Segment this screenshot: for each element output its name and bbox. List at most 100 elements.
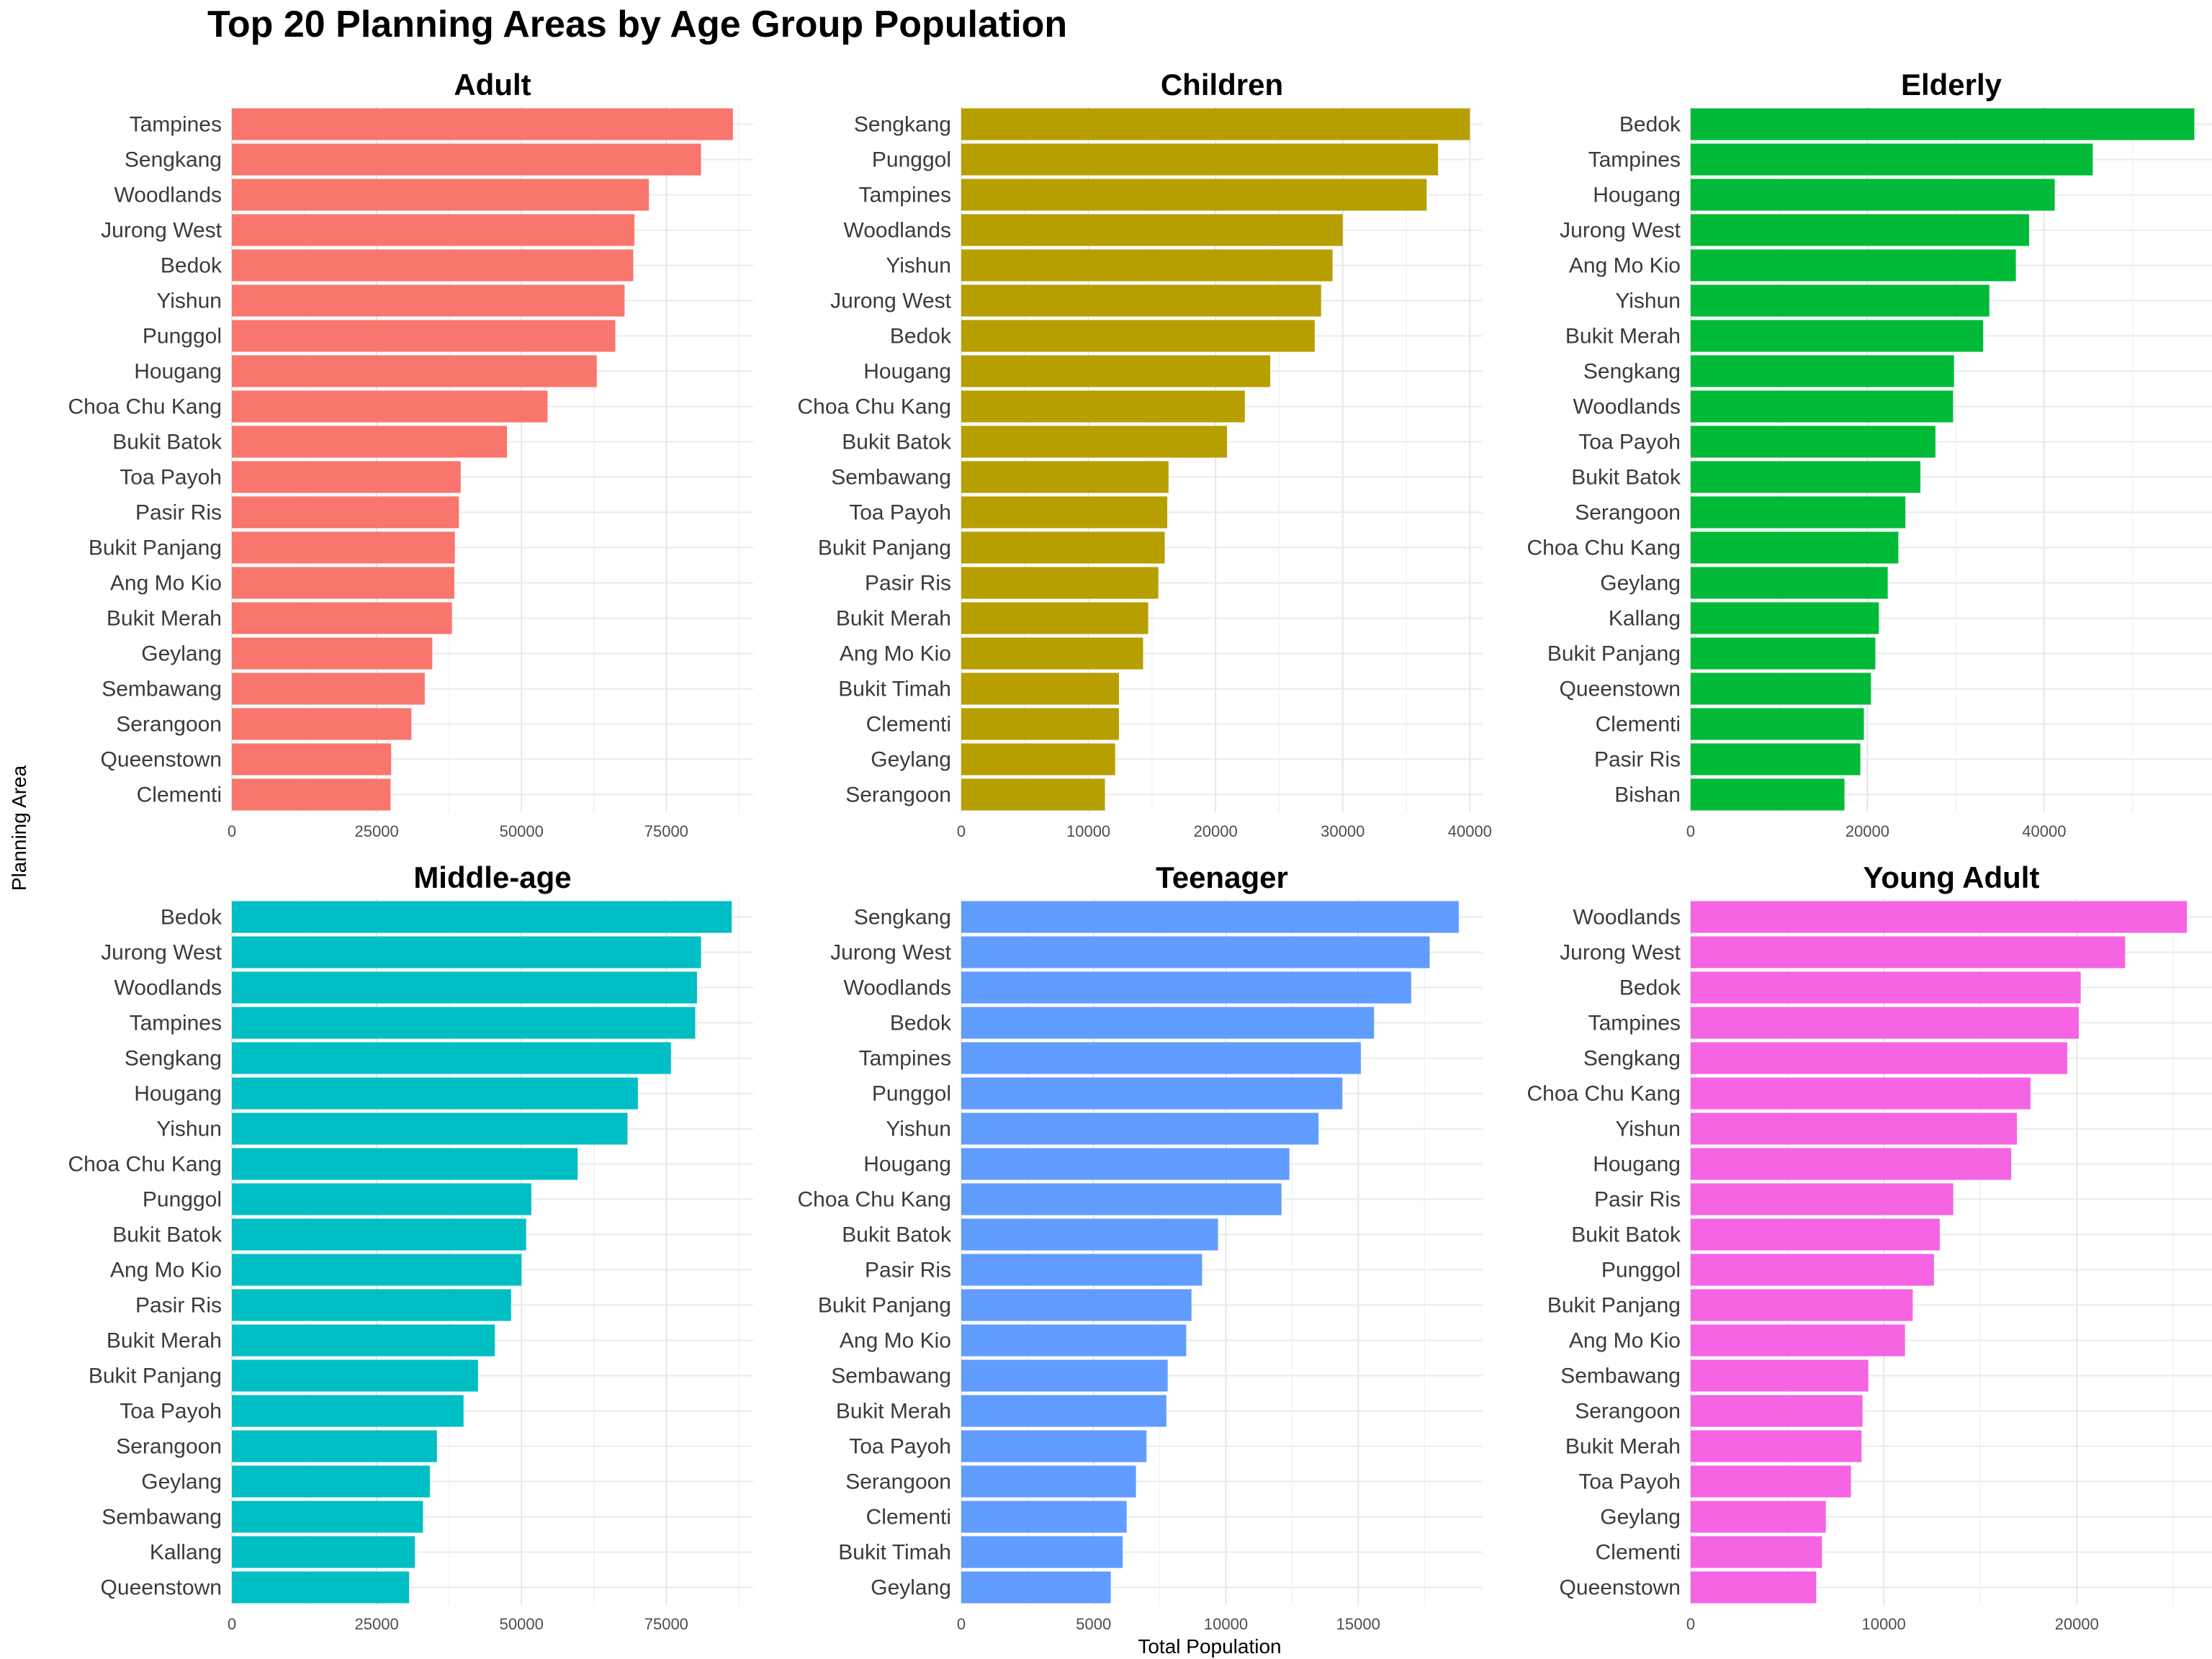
bar-serangoon <box>232 1430 437 1462</box>
category-label: Serangoon <box>116 713 222 737</box>
bar-yishun <box>1691 284 1990 317</box>
bar-sengkang <box>961 108 1470 140</box>
category-label: Woodlands <box>1573 395 1681 419</box>
category-label: Yishun <box>156 289 222 313</box>
bar-bukit-batok <box>1691 461 1921 493</box>
panel-middle-age: Middle-age Bedok Jurong West Woodlands Tampi… <box>68 860 753 1633</box>
category-label: Bukit Batok <box>1571 1223 1681 1247</box>
panel-title: Young Adult <box>1863 860 2040 894</box>
category-label: Bukit Batok <box>1571 466 1681 490</box>
bar-sembawang <box>961 461 1169 493</box>
bar-bukit-merah <box>961 602 1148 634</box>
x-tick-label: 40000 <box>2022 822 2066 840</box>
bar-bukit-batok <box>961 1218 1218 1251</box>
bar-bukit-timah <box>961 1536 1123 1568</box>
x-tick-label: 30000 <box>1321 822 1364 840</box>
bar-ang-mo-kio <box>232 567 454 599</box>
category-label: Clementi <box>866 1506 951 1529</box>
bar-tampines <box>1691 143 2093 176</box>
bar-hougang <box>232 355 597 387</box>
bar-sengkang <box>1691 355 1954 387</box>
bar-tampines <box>1691 1007 2079 1039</box>
x-tick-label: 20000 <box>1845 822 1889 840</box>
category-label: Clementi <box>137 783 222 807</box>
category-label: Ang Mo Kio <box>840 1329 951 1353</box>
x-tick-label: 10000 <box>1204 1615 1248 1633</box>
bar-bukit-panjang <box>961 1289 1192 1321</box>
bar-yishun <box>1691 1112 2018 1145</box>
bar-woodlands <box>1691 390 1954 423</box>
bar-kallang <box>232 1536 415 1568</box>
bar-pasir-ris <box>1691 1183 1954 1215</box>
x-tick-label: 15000 <box>1336 1615 1380 1633</box>
bar-ang-mo-kio <box>232 1254 522 1286</box>
category-label: Sengkang <box>854 906 951 930</box>
category-label: Hougang <box>134 360 222 384</box>
bar-bukit-merah <box>232 602 452 634</box>
category-label: Sembawang <box>831 466 951 490</box>
category-label: Clementi <box>1596 1541 1681 1565</box>
x-tick-label: 0 <box>957 1615 966 1633</box>
bar-jurong-west <box>232 214 635 246</box>
category-label: Woodlands <box>114 184 222 207</box>
panel-teenager: Teenager Sengkang Jurong West Woodlands Bedo… <box>798 860 1483 1633</box>
category-label: Sengkang <box>854 113 951 137</box>
category-label: Sengkang <box>1583 360 1681 384</box>
bar-clementi <box>232 778 391 811</box>
category-label: Choa Chu Kang <box>798 395 952 419</box>
category-label: Jurong West <box>1560 219 1681 243</box>
category-label: Pasir Ris <box>135 501 222 525</box>
category-label: Bukit Panjang <box>818 536 951 560</box>
bar-choa-chu-kang <box>961 1183 1282 1215</box>
bar-tampines <box>961 1042 1361 1074</box>
bar-bedok <box>232 901 732 933</box>
bar-punggol <box>1691 1254 1934 1286</box>
bar-geylang <box>232 1465 431 1498</box>
panel-title: Elderly <box>1901 68 2002 102</box>
bar-sengkang <box>961 901 1459 933</box>
category-label: Queenstown <box>101 748 222 772</box>
bar-punggol <box>961 1077 1343 1110</box>
bar-bedok <box>961 320 1315 352</box>
bar-toa-payoh <box>961 1430 1147 1462</box>
bar-serangoon <box>1691 496 1906 529</box>
bar-woodlands <box>961 214 1343 246</box>
bar-sembawang <box>961 1359 1168 1392</box>
bar-jurong-west <box>232 936 701 968</box>
category-label: Bukit Timah <box>838 1541 951 1565</box>
bar-punggol <box>232 1183 531 1215</box>
category-label: Bukit Merah <box>1565 1435 1681 1459</box>
category-label: Bukit Batok <box>112 1223 222 1247</box>
category-label: Punggol <box>143 1188 222 1212</box>
bar-ang-mo-kio <box>1691 249 2016 282</box>
bar-bedok <box>961 1007 1375 1039</box>
category-label: Bukit Panjang <box>818 1294 951 1318</box>
bar-hougang <box>1691 1148 2012 1180</box>
x-tick-label: 0 <box>228 1615 236 1633</box>
bar-queenstown <box>232 743 392 775</box>
category-label: Queenstown <box>1560 678 1681 701</box>
category-label: Pasir Ris <box>865 1259 951 1282</box>
bar-yishun <box>961 249 1333 282</box>
bar-toa-payoh <box>1691 1465 1851 1498</box>
bar-hougang <box>961 355 1271 387</box>
bar-geylang <box>1691 567 1888 599</box>
category-label: Sembawang <box>831 1364 951 1388</box>
bar-pasir-ris <box>961 1254 1202 1286</box>
category-label: Bedok <box>1619 976 1681 1000</box>
panel-adult: Adult Tampines Sengkang Woodlands Jurong Wes… <box>68 68 753 840</box>
x-tick-label: 75000 <box>644 822 688 840</box>
bar-toa-payoh <box>1691 426 1936 458</box>
bar-bukit-panjang <box>1691 637 1876 670</box>
category-label: Bukit Batok <box>842 1223 952 1247</box>
bar-geylang <box>232 637 433 670</box>
bar-choa-chu-kang <box>961 390 1245 423</box>
bar-sengkang <box>232 1042 671 1074</box>
category-label: Yishun <box>1615 1118 1681 1141</box>
category-label: Pasir Ris <box>865 572 951 595</box>
bar-bukit-batok <box>1691 1218 1940 1251</box>
category-label: Kallang <box>150 1541 222 1565</box>
category-label: Punggol <box>1601 1259 1681 1282</box>
category-label: Geylang <box>141 642 222 666</box>
